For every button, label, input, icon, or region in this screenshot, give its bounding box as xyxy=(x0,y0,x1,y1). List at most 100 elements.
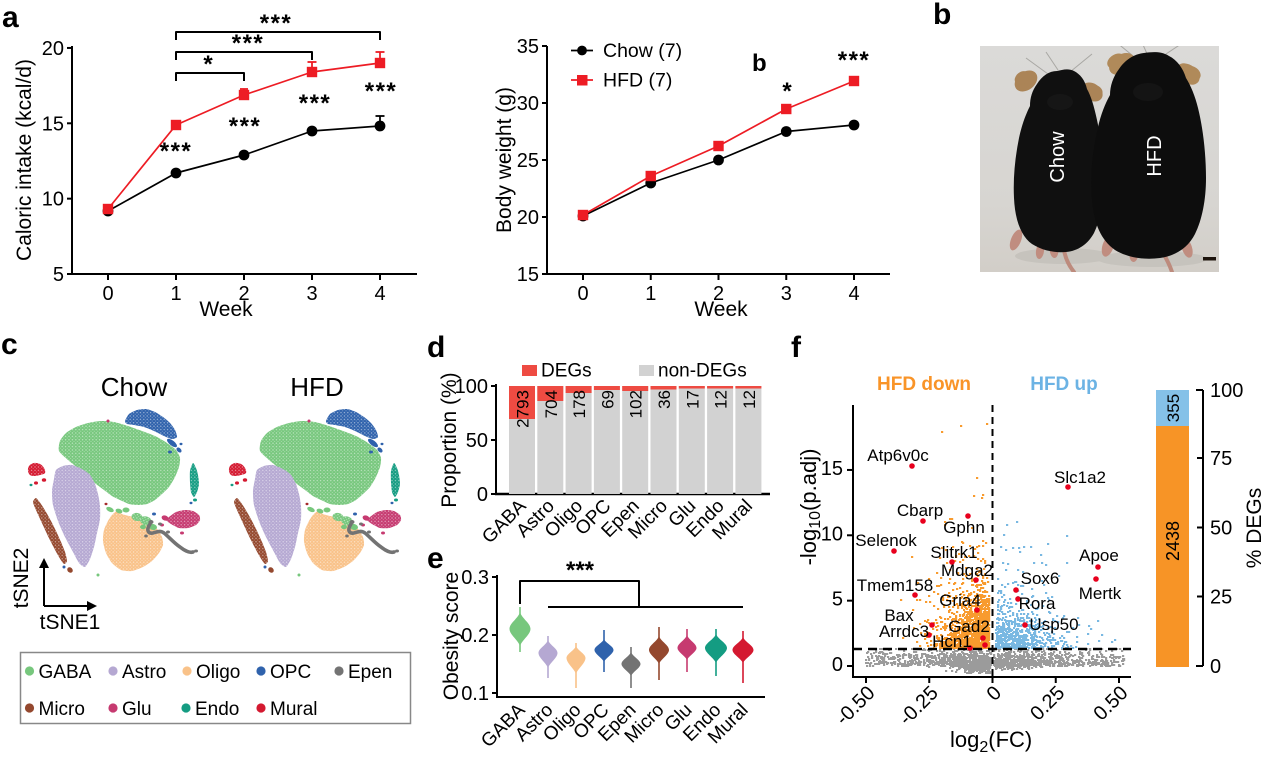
svg-text:*: * xyxy=(203,51,213,78)
svg-text:20: 20 xyxy=(517,207,539,229)
svg-text:20: 20 xyxy=(42,38,64,60)
svg-text:log2(FC): log2(FC) xyxy=(950,727,1032,756)
svg-text:Tmem158: Tmem158 xyxy=(857,576,934,595)
svg-text:Epen: Epen xyxy=(348,662,392,683)
svg-text:Glu: Glu xyxy=(122,699,152,720)
svg-text:3: 3 xyxy=(306,283,317,305)
svg-text:15: 15 xyxy=(517,264,539,286)
svg-text:2793: 2793 xyxy=(514,390,533,428)
svg-text:% DEGs: % DEGs xyxy=(1243,488,1266,569)
svg-text:b: b xyxy=(933,0,951,31)
svg-text:0.1: 0.1 xyxy=(461,683,489,705)
svg-text:Slc1a2: Slc1a2 xyxy=(1054,468,1106,487)
svg-text:Obesity score: Obesity score xyxy=(440,572,463,700)
svg-text:DEGs: DEGs xyxy=(541,361,592,382)
svg-text:c: c xyxy=(1,328,18,361)
svg-text:a: a xyxy=(2,1,19,34)
svg-text:Usp50: Usp50 xyxy=(1029,615,1078,634)
svg-text:17: 17 xyxy=(683,390,702,409)
svg-text:tSNE2: tSNE2 xyxy=(10,548,33,609)
svg-text:-0.50: -0.50 xyxy=(832,682,880,730)
svg-text:*: * xyxy=(782,78,792,105)
svg-text:4: 4 xyxy=(848,283,859,305)
svg-text:d: d xyxy=(427,331,445,364)
svg-text:0: 0 xyxy=(102,283,113,305)
svg-text:Bax: Bax xyxy=(884,606,914,625)
svg-text:***: *** xyxy=(566,557,595,584)
svg-text:2: 2 xyxy=(238,283,249,305)
svg-text:Hcn1: Hcn1 xyxy=(932,632,972,651)
svg-text:50: 50 xyxy=(466,430,488,452)
svg-text:36: 36 xyxy=(655,390,674,409)
svg-text:HFD: HFD xyxy=(290,372,343,402)
svg-text:0.25: 0.25 xyxy=(1026,682,1069,725)
svg-text:3: 3 xyxy=(781,283,792,305)
svg-text:2438: 2438 xyxy=(1163,521,1183,561)
svg-text:GABA: GABA xyxy=(39,662,92,683)
svg-text:HFD up: HFD up xyxy=(1030,374,1098,395)
svg-text:Gad2: Gad2 xyxy=(948,617,990,636)
svg-text:0.3: 0.3 xyxy=(461,567,489,589)
svg-text:0: 0 xyxy=(1210,656,1221,678)
svg-text:35: 35 xyxy=(517,36,539,58)
svg-text:HFD (7): HFD (7) xyxy=(603,70,672,92)
svg-text:Apoe: Apoe xyxy=(1079,546,1119,565)
svg-text:Slitrk1: Slitrk1 xyxy=(930,543,977,562)
svg-text:f: f xyxy=(791,331,802,364)
svg-text:75: 75 xyxy=(1210,448,1232,470)
svg-text:0: 0 xyxy=(477,484,488,506)
svg-text:Chow: Chow xyxy=(101,372,168,402)
svg-text:Atp6v0c: Atp6v0c xyxy=(867,446,929,465)
svg-text:Caloric intake (kcal/d): Caloric intake (kcal/d) xyxy=(13,59,36,261)
svg-text:69: 69 xyxy=(598,390,617,409)
svg-text:704: 704 xyxy=(542,390,561,418)
svg-text:15: 15 xyxy=(42,113,64,135)
svg-text:100: 100 xyxy=(455,376,488,398)
svg-text:10: 10 xyxy=(821,523,843,545)
svg-text:Chow: Chow xyxy=(1047,131,1069,183)
svg-text:50: 50 xyxy=(1210,518,1232,540)
svg-text:Mertk: Mertk xyxy=(1079,584,1122,603)
svg-text:***: *** xyxy=(838,47,871,74)
svg-text:Body weight (g): Body weight (g) xyxy=(493,87,516,233)
svg-text:Rora: Rora xyxy=(1019,594,1056,613)
svg-text:e: e xyxy=(427,542,444,575)
svg-text:tSNE1: tSNE1 xyxy=(40,611,101,634)
svg-text:1: 1 xyxy=(645,283,656,305)
svg-text:0: 0 xyxy=(983,682,1006,705)
svg-text:Proportion (%): Proportion (%) xyxy=(438,372,461,507)
svg-text:Gria4: Gria4 xyxy=(939,591,981,610)
svg-text:Cbarp: Cbarp xyxy=(897,501,943,520)
svg-text:Sox6: Sox6 xyxy=(1021,569,1060,588)
svg-text:5: 5 xyxy=(832,589,843,611)
svg-text:Mural: Mural xyxy=(270,699,318,720)
svg-text:0: 0 xyxy=(577,283,588,305)
svg-text:-0.25: -0.25 xyxy=(895,682,943,730)
svg-text:25: 25 xyxy=(517,150,539,172)
svg-text:Chow (7): Chow (7) xyxy=(603,40,682,62)
svg-text:5: 5 xyxy=(53,264,64,286)
svg-text:Endo: Endo xyxy=(195,699,239,720)
svg-text:25: 25 xyxy=(1210,587,1232,609)
svg-text:100: 100 xyxy=(1210,380,1243,402)
svg-text:12: 12 xyxy=(740,390,759,409)
svg-text:***: *** xyxy=(160,138,193,165)
svg-text:0.2: 0.2 xyxy=(461,625,489,647)
svg-text:***: *** xyxy=(232,30,265,57)
svg-text:HFD down: HFD down xyxy=(877,374,971,395)
svg-text:non-DEGs: non-DEGs xyxy=(658,361,747,382)
svg-text:0: 0 xyxy=(832,654,843,676)
svg-text:12: 12 xyxy=(712,390,731,409)
svg-text:-log10(p.adj): -log10(p.adj) xyxy=(796,449,824,566)
svg-text:Mdga2: Mdga2 xyxy=(941,561,993,580)
svg-text:Gphn: Gphn xyxy=(943,518,985,537)
svg-text:Selenok: Selenok xyxy=(855,531,917,550)
svg-text:***: *** xyxy=(229,113,262,140)
svg-text:Micro: Micro xyxy=(39,699,85,720)
svg-text:102: 102 xyxy=(627,390,646,418)
svg-text:Week: Week xyxy=(694,298,748,321)
svg-text:***: *** xyxy=(299,90,332,117)
svg-text:355: 355 xyxy=(1164,394,1183,422)
svg-text:178: 178 xyxy=(570,390,589,418)
svg-text:Astro: Astro xyxy=(122,662,166,683)
